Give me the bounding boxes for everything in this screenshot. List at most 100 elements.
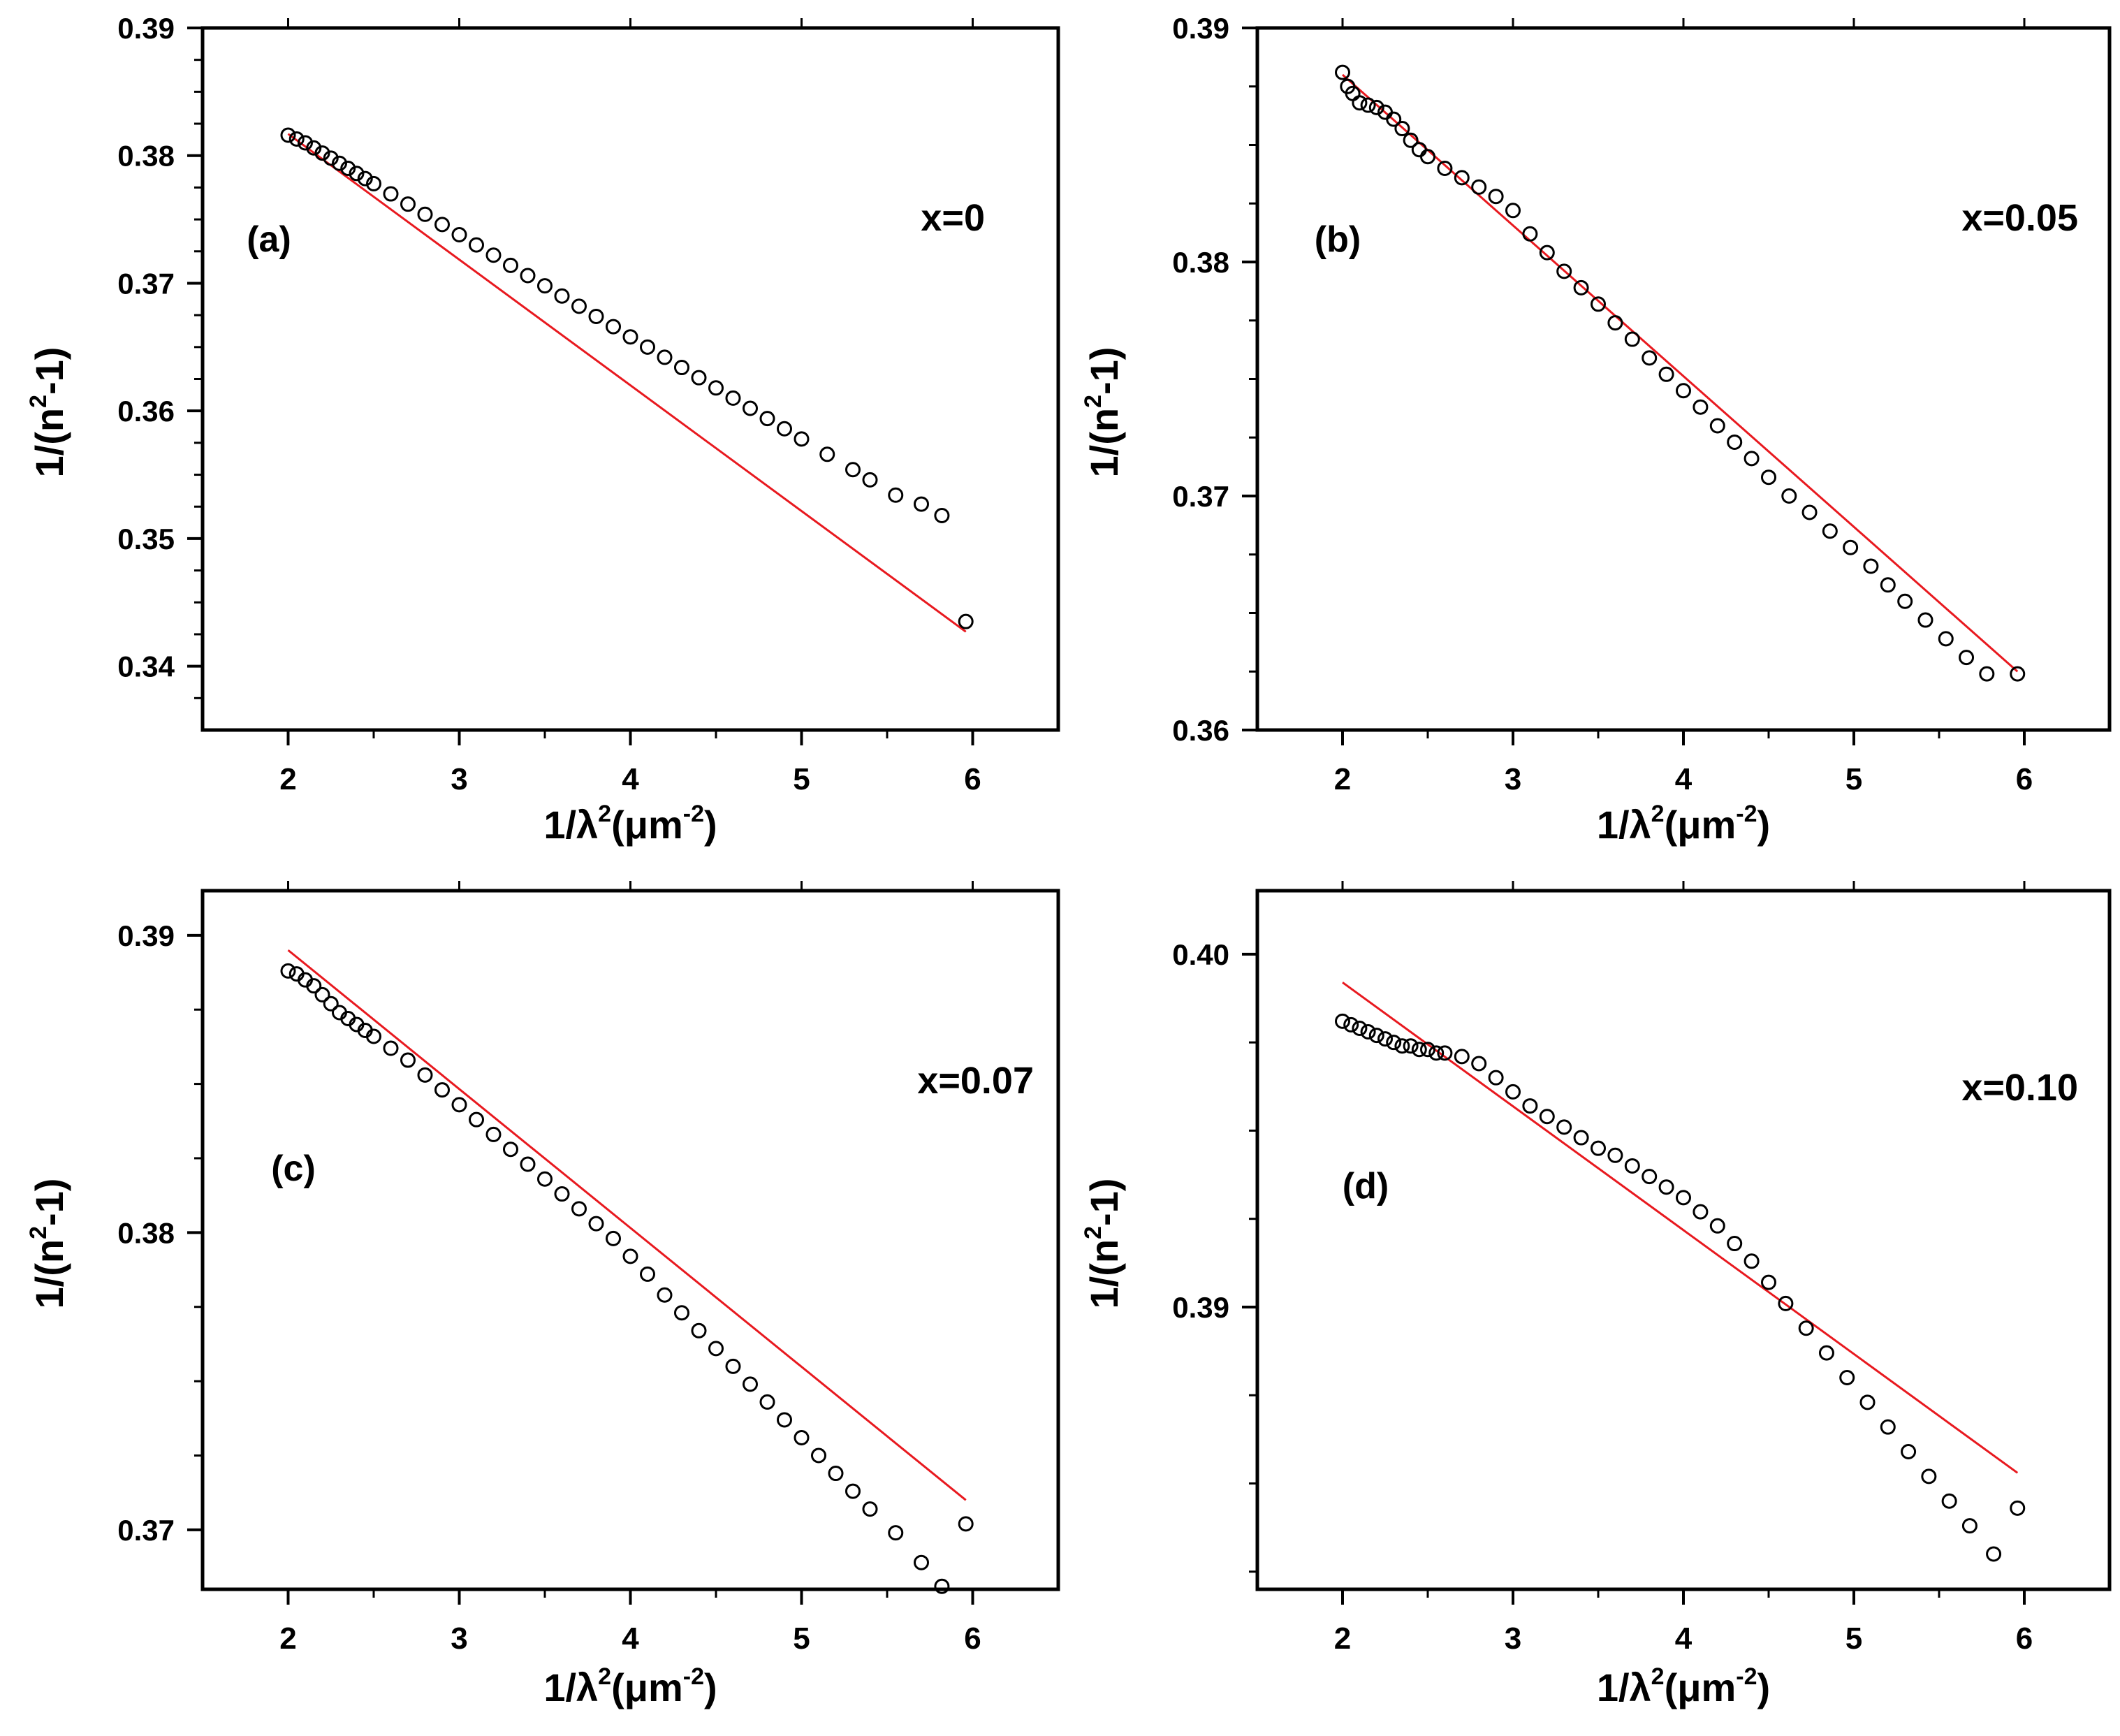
data-point	[434, 1082, 450, 1098]
data-point	[434, 217, 450, 233]
plot-frame	[1255, 26, 2112, 732]
data-point	[1437, 1045, 1453, 1061]
data-point	[469, 1111, 484, 1128]
data-point	[332, 155, 347, 171]
data-point	[1420, 1042, 1435, 1058]
composition-label: x=0.05	[1961, 197, 2078, 239]
data-point	[1573, 279, 1589, 296]
data-point	[357, 170, 373, 187]
x-tick-label: 4	[1675, 1621, 1693, 1656]
data-point	[1959, 650, 1975, 666]
data-point	[323, 150, 339, 166]
y-tick-label: 0.39	[117, 12, 175, 45]
data-point	[1471, 1056, 1487, 1072]
data-point	[451, 1097, 467, 1113]
data-point	[888, 1525, 904, 1541]
data-point	[1394, 1038, 1410, 1054]
data-point	[691, 370, 707, 386]
data-point	[1607, 315, 1623, 331]
data-point	[1360, 97, 1376, 113]
data-point	[2010, 1500, 2026, 1516]
data-point	[934, 508, 950, 524]
panel-a: 2 3 4 5 6 0.34 0.35 0.36 0.37 0.38 0.39 (a) x=0 1/λ2(…	[25, 12, 1060, 847]
data-point	[1624, 331, 1640, 347]
y-tick-label: 0.35	[117, 523, 175, 555]
data-point	[640, 1266, 655, 1282]
data-point	[1921, 1468, 1937, 1485]
data-point	[1386, 1035, 1402, 1051]
data-point	[571, 298, 587, 314]
data-point	[366, 175, 381, 191]
data-point	[1556, 263, 1572, 279]
data-point	[1624, 1158, 1640, 1174]
data-point	[1693, 1204, 1709, 1220]
data-point	[383, 1040, 399, 1056]
data-point	[1607, 1147, 1623, 1163]
data-point	[1880, 577, 1896, 593]
y-axis-label: 1/(n2-1)	[1080, 347, 1126, 478]
data-point	[811, 1447, 826, 1464]
data-point	[1961, 1518, 1978, 1534]
data-point	[1591, 296, 1606, 312]
data-point	[1411, 142, 1427, 158]
data-point	[2010, 666, 2026, 682]
fit-line	[287, 133, 967, 633]
data-point	[280, 963, 296, 979]
data-point	[914, 1554, 929, 1570]
x-axis-label: 1/λ2(μm-2)	[1597, 1663, 1770, 1709]
y-tick-label: 0.39	[117, 919, 175, 952]
x-tick-label: 5	[1845, 1621, 1862, 1656]
data-point	[280, 127, 296, 143]
data-point	[1377, 1031, 1393, 1047]
data-point	[400, 196, 416, 212]
x-tick-label: 4	[622, 762, 639, 796]
x-tick-label: 5	[1845, 762, 1862, 796]
x-tick-label: 6	[964, 1621, 981, 1656]
data-point	[1743, 1253, 1760, 1269]
data-point	[520, 1156, 536, 1172]
data-point	[1368, 99, 1384, 115]
data-point	[1386, 111, 1402, 127]
data-point	[743, 400, 758, 416]
data-point	[759, 411, 775, 427]
data-point	[777, 1412, 792, 1428]
data-point	[323, 995, 339, 1012]
data-point	[383, 186, 399, 202]
data-point	[1917, 612, 1933, 628]
data-point	[1859, 1394, 1876, 1410]
data-point	[1658, 1179, 1674, 1195]
data-point	[1573, 1130, 1589, 1146]
x-tick-label: 4	[1675, 762, 1693, 796]
y-tick-label: 0.39	[1172, 12, 1229, 45]
data-point	[914, 496, 929, 512]
y-tick-label: 0.40	[1172, 938, 1229, 971]
data-point	[819, 446, 835, 462]
panel-label: (d)	[1343, 1166, 1389, 1206]
data-point	[306, 978, 322, 994]
panel-b: 2 3 4 5 6 0.36 0.37 0.38 0.39 (b) x=0.05 1/λ2(μm-2)…	[1080, 12, 2112, 847]
plot-frame	[1255, 889, 2112, 1591]
data-point	[674, 1305, 689, 1321]
data-point	[503, 257, 518, 273]
panel-d: 2 3 4 5 6 0.39 0.40 (d) x=0.10 1/λ2(μm-2) 1/(n2-1)	[1080, 881, 2112, 1709]
data-point	[1778, 1295, 1794, 1311]
panel-label: (b)	[1315, 219, 1361, 260]
x-axis-label: 1/λ2(μm-2)	[1597, 801, 1770, 847]
data-point	[1761, 1274, 1776, 1290]
data-point	[1801, 504, 1818, 520]
fit-line	[1342, 982, 2019, 1474]
data-point	[1709, 418, 1725, 434]
data-point	[1822, 523, 1838, 539]
data-point	[1539, 245, 1555, 261]
x-tick-label: 2	[279, 762, 296, 796]
data-point	[725, 1358, 741, 1374]
data-point	[640, 339, 655, 355]
x-tick-label: 3	[451, 1621, 467, 1656]
data-point	[657, 349, 673, 365]
data-point	[1880, 1419, 1896, 1435]
data-point	[417, 1067, 433, 1083]
data-point	[1352, 95, 1368, 111]
data-point	[485, 247, 502, 263]
data-point	[1901, 1444, 1917, 1460]
